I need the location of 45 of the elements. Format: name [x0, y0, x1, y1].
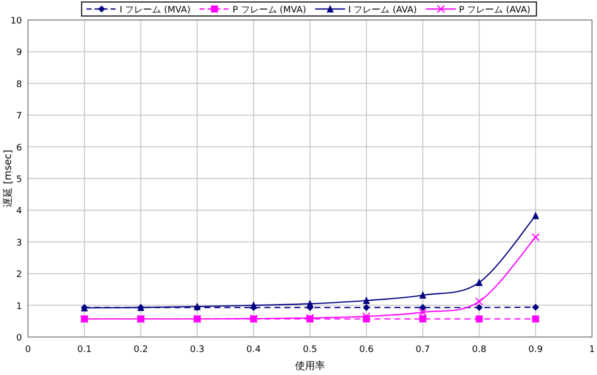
y-tick-label: 1 — [16, 302, 22, 312]
legend-label: I フレーム (MVA) — [120, 6, 190, 16]
y-tick-label: 0 — [16, 334, 22, 344]
y-tick-label: 4 — [16, 206, 22, 217]
x-tick-label: 0.5 — [302, 345, 318, 355]
y-tick-label: 6 — [16, 143, 22, 154]
point — [419, 315, 426, 322]
point — [362, 312, 370, 320]
y-tick-label: 9 — [16, 48, 22, 58]
point — [532, 315, 540, 322]
x-tick-label: 0.6 — [359, 345, 374, 355]
point — [532, 212, 540, 220]
point — [418, 308, 427, 316]
x-axis-title: 使用率 — [295, 360, 325, 372]
y-tick-label: 2 — [16, 270, 22, 280]
point — [476, 278, 483, 286]
y-tick-label: 8 — [16, 80, 22, 90]
point — [475, 297, 484, 306]
point — [306, 300, 314, 308]
legend-label: P フレーム (AVA) — [458, 6, 530, 16]
point — [476, 315, 483, 322]
x-tick-label: 0.3 — [190, 345, 204, 355]
point — [250, 301, 258, 309]
y-tick-label: 10 — [10, 16, 22, 26]
x-tick-label: 0.4 — [246, 345, 262, 355]
y-axis-title: 遅延 [msec] — [2, 150, 14, 208]
y-tick-label: 3 — [16, 238, 22, 248]
point — [419, 304, 426, 312]
point — [419, 291, 426, 299]
point — [532, 233, 540, 242]
x-tick-label: 0.9 — [528, 345, 544, 355]
point — [362, 304, 370, 312]
point — [476, 304, 483, 312]
y-tick-label: 5 — [16, 175, 22, 185]
point — [362, 296, 370, 304]
y-tick-label: 7 — [16, 112, 22, 122]
legend-label: P フレーム (MVA) — [232, 6, 306, 16]
x-tick-label: 0.7 — [416, 345, 430, 355]
x-tick-label: 0.8 — [472, 345, 487, 355]
x-tick-label: 0.1 — [77, 345, 92, 355]
x-tick-label: 1 — [589, 345, 595, 355]
legend-label: I フレーム (AVA) — [348, 6, 417, 16]
point — [532, 304, 540, 311]
x-tick-label: 0.2 — [134, 345, 148, 355]
x-tick-label: 0 — [25, 345, 32, 355]
